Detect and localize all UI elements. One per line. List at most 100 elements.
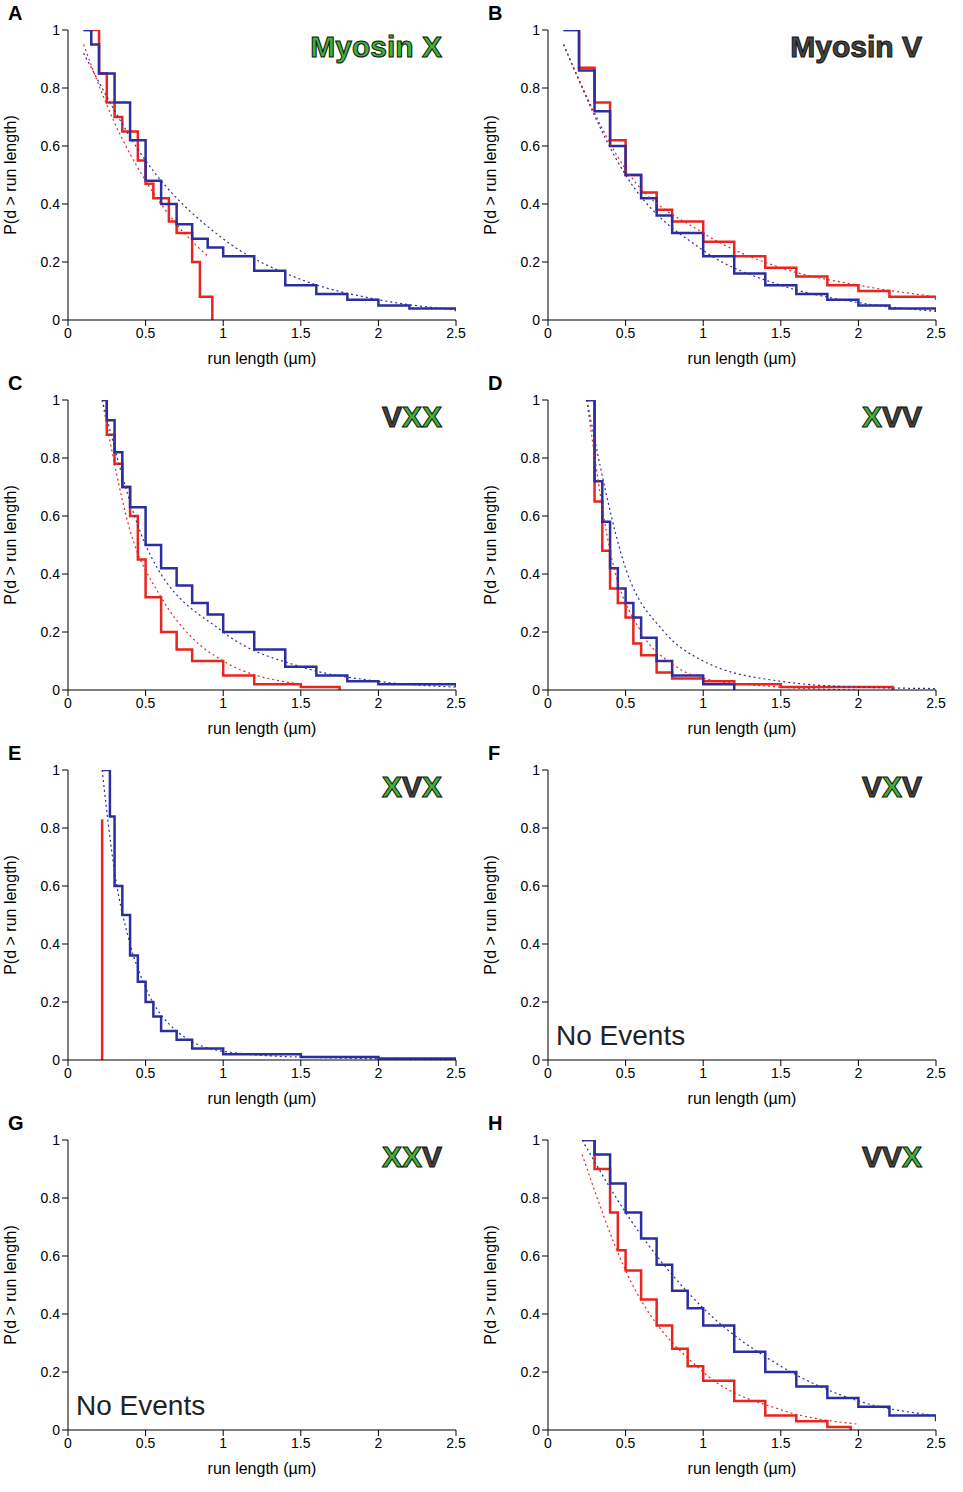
svg-text:run length (µm): run length (µm) — [208, 350, 317, 367]
svg-text:2: 2 — [855, 695, 863, 711]
svg-text:1.5: 1.5 — [291, 695, 311, 711]
svg-text:0: 0 — [532, 1052, 540, 1068]
svg-text:0.6: 0.6 — [41, 878, 61, 894]
svg-text:0.2: 0.2 — [41, 994, 61, 1010]
svg-text:1.5: 1.5 — [771, 1435, 791, 1451]
svg-text:0.4: 0.4 — [521, 1306, 541, 1322]
svg-text:0.8: 0.8 — [521, 1190, 541, 1206]
svg-text:run length (µm): run length (µm) — [688, 1460, 797, 1477]
svg-text:0.5: 0.5 — [616, 1065, 636, 1081]
svg-text:0.6: 0.6 — [41, 508, 61, 524]
svg-text:2.5: 2.5 — [926, 1065, 946, 1081]
svg-text:P(d > run length): P(d > run length) — [2, 1225, 19, 1345]
svg-text:0: 0 — [52, 312, 60, 328]
svg-text:0: 0 — [544, 325, 552, 341]
svg-text:0.4: 0.4 — [521, 566, 541, 582]
svg-text:0.6: 0.6 — [41, 138, 61, 154]
svg-text:0.2: 0.2 — [521, 994, 541, 1010]
svg-text:0: 0 — [532, 682, 540, 698]
svg-text:2.5: 2.5 — [446, 695, 466, 711]
svg-text:0.6: 0.6 — [521, 1248, 541, 1264]
svg-text:0.4: 0.4 — [521, 936, 541, 952]
svg-text:run length (µm): run length (µm) — [208, 720, 317, 737]
svg-text:0.5: 0.5 — [136, 325, 156, 341]
svg-text:2: 2 — [375, 1065, 383, 1081]
svg-text:0.6: 0.6 — [521, 878, 541, 894]
svg-text:1.5: 1.5 — [291, 325, 311, 341]
svg-text:P(d > run length): P(d > run length) — [482, 485, 499, 605]
svg-text:1: 1 — [219, 325, 227, 341]
svg-text:2: 2 — [375, 325, 383, 341]
svg-text:0.6: 0.6 — [521, 508, 541, 524]
svg-text:0: 0 — [544, 1065, 552, 1081]
svg-text:run length (µm): run length (µm) — [208, 1090, 317, 1107]
svg-text:2.5: 2.5 — [446, 1435, 466, 1451]
svg-text:0.8: 0.8 — [41, 820, 61, 836]
svg-text:2: 2 — [855, 1065, 863, 1081]
svg-text:2.5: 2.5 — [446, 325, 466, 341]
svg-text:1: 1 — [699, 695, 707, 711]
svg-text:0: 0 — [544, 695, 552, 711]
svg-text:0.2: 0.2 — [41, 624, 61, 640]
svg-text:0.5: 0.5 — [616, 1435, 636, 1451]
svg-text:1: 1 — [52, 392, 60, 408]
svg-text:0.8: 0.8 — [41, 450, 61, 466]
svg-text:0.2: 0.2 — [521, 254, 541, 270]
svg-text:0.2: 0.2 — [41, 1364, 61, 1380]
svg-text:1.5: 1.5 — [291, 1065, 311, 1081]
svg-text:2: 2 — [375, 1435, 383, 1451]
svg-text:0: 0 — [532, 312, 540, 328]
svg-text:1: 1 — [52, 1132, 60, 1148]
svg-text:1: 1 — [219, 1435, 227, 1451]
svg-text:0.6: 0.6 — [41, 1248, 61, 1264]
svg-text:1.5: 1.5 — [771, 325, 791, 341]
svg-text:P(d > run length): P(d > run length) — [2, 115, 19, 235]
svg-text:P(d > run length): P(d > run length) — [2, 855, 19, 975]
svg-text:1: 1 — [219, 695, 227, 711]
svg-text:run length (µm): run length (µm) — [688, 350, 797, 367]
svg-text:run length (µm): run length (µm) — [688, 720, 797, 737]
svg-text:0: 0 — [64, 695, 72, 711]
svg-text:0.5: 0.5 — [616, 695, 636, 711]
svg-text:2.5: 2.5 — [926, 1435, 946, 1451]
svg-text:P(d > run length): P(d > run length) — [482, 115, 499, 235]
svg-text:0: 0 — [532, 1422, 540, 1438]
svg-text:0.2: 0.2 — [521, 624, 541, 640]
svg-text:0.4: 0.4 — [41, 936, 61, 952]
svg-text:0.8: 0.8 — [521, 80, 541, 96]
svg-text:2: 2 — [855, 325, 863, 341]
svg-text:0.4: 0.4 — [41, 566, 61, 582]
svg-text:1: 1 — [532, 1132, 540, 1148]
svg-text:2.5: 2.5 — [926, 325, 946, 341]
svg-text:2.5: 2.5 — [926, 695, 946, 711]
svg-text:1: 1 — [532, 22, 540, 38]
svg-text:0.8: 0.8 — [41, 1190, 61, 1206]
svg-text:P(d > run length): P(d > run length) — [2, 485, 19, 605]
svg-text:1.5: 1.5 — [291, 1435, 311, 1451]
svg-text:0.2: 0.2 — [521, 1364, 541, 1380]
svg-text:1: 1 — [699, 1065, 707, 1081]
svg-text:0.4: 0.4 — [521, 196, 541, 212]
svg-text:1: 1 — [52, 762, 60, 778]
svg-text:1: 1 — [532, 762, 540, 778]
svg-text:0.5: 0.5 — [136, 695, 156, 711]
svg-text:0.5: 0.5 — [136, 1065, 156, 1081]
svg-text:0: 0 — [544, 1435, 552, 1451]
svg-text:0.8: 0.8 — [521, 820, 541, 836]
svg-text:0.8: 0.8 — [41, 80, 61, 96]
svg-text:1.5: 1.5 — [771, 695, 791, 711]
svg-text:1: 1 — [699, 1435, 707, 1451]
svg-text:P(d > run length): P(d > run length) — [482, 855, 499, 975]
svg-text:0.5: 0.5 — [136, 1435, 156, 1451]
svg-text:1: 1 — [699, 325, 707, 341]
svg-text:0.4: 0.4 — [41, 196, 61, 212]
svg-text:0.8: 0.8 — [521, 450, 541, 466]
svg-text:0.2: 0.2 — [41, 254, 61, 270]
svg-text:2: 2 — [855, 1435, 863, 1451]
svg-text:2: 2 — [375, 695, 383, 711]
svg-text:0.6: 0.6 — [521, 138, 541, 154]
svg-text:run length (µm): run length (µm) — [688, 1090, 797, 1107]
svg-text:0: 0 — [64, 1435, 72, 1451]
svg-text:1.5: 1.5 — [771, 1065, 791, 1081]
svg-text:1: 1 — [532, 392, 540, 408]
